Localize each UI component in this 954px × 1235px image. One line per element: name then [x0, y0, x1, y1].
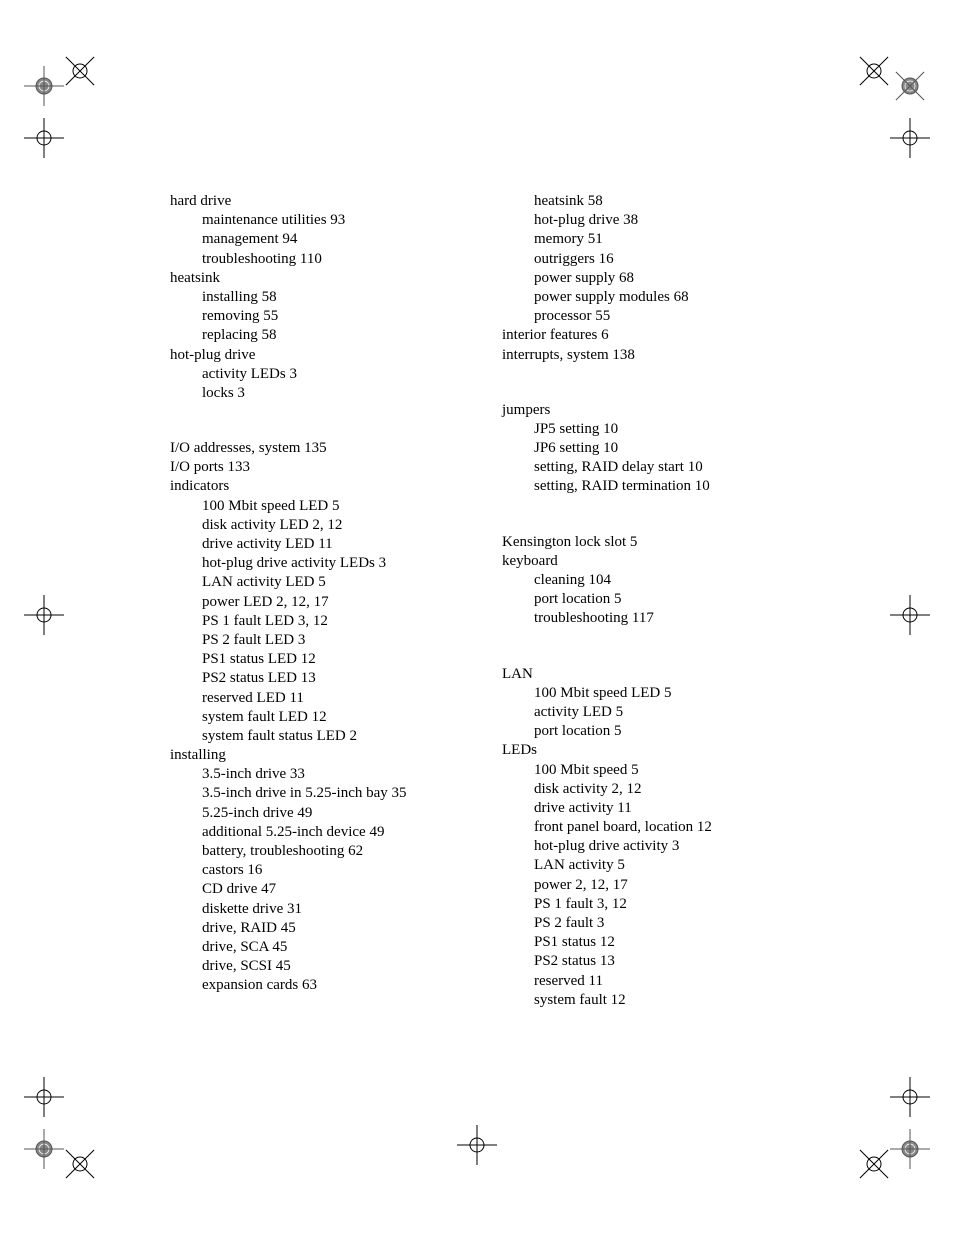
index-entry: troubleshooting 110: [170, 250, 492, 269]
index-entry: PS 1 fault LED 3, 12: [170, 612, 492, 631]
crop-mark: [24, 1077, 64, 1117]
index-page: hard drivemaintenance utilities 93manage…: [170, 192, 824, 1010]
index-entry: JP6 setting 10: [502, 439, 824, 458]
index-entry: expansion cards 63: [170, 976, 492, 995]
index-entry: power supply modules 68: [502, 288, 824, 307]
index-entry: installing 58: [170, 288, 492, 307]
index-entry: installing: [170, 746, 492, 765]
index-entry: 100 Mbit speed LED 5: [502, 684, 824, 703]
index-entry: hot-plug drive 38: [502, 211, 824, 230]
index-entry: castors 16: [170, 861, 492, 880]
index-entry: heatsink: [170, 269, 492, 288]
index-entry: port location 5: [502, 590, 824, 609]
index-entry: LEDs: [502, 741, 824, 760]
index-entry: PS 1 fault 3, 12: [502, 895, 824, 914]
index-entry: PS1 status LED 12: [170, 650, 492, 669]
index-entry: 3.5-inch drive in 5.25-inch bay 35: [170, 784, 492, 803]
index-entry: CD drive 47: [170, 880, 492, 899]
index-entry: management 94: [170, 230, 492, 249]
crop-mark: [24, 118, 64, 158]
index-entry: locks 3: [170, 384, 492, 403]
index-section-gap: [502, 365, 824, 401]
index-entry: PS2 status LED 13: [170, 669, 492, 688]
index-entry: battery, troubleshooting 62: [170, 842, 492, 861]
index-entry: hard drive: [170, 192, 492, 211]
index-entry: 100 Mbit speed 5: [502, 761, 824, 780]
index-entry: drive, RAID 45: [170, 919, 492, 938]
index-entry: activity LED 5: [502, 703, 824, 722]
index-entry: power LED 2, 12, 17: [170, 593, 492, 612]
index-entry: 3.5-inch drive 33: [170, 765, 492, 784]
index-entry: cleaning 104: [502, 571, 824, 590]
index-entry: jumpers: [502, 401, 824, 420]
index-entry: 100 Mbit speed LED 5: [170, 497, 492, 516]
crop-mark: [890, 118, 930, 158]
index-entry: system fault 12: [502, 991, 824, 1010]
index-entry: hot-plug drive activity LEDs 3: [170, 554, 492, 573]
index-entry: additional 5.25-inch device 49: [170, 823, 492, 842]
index-entry: disk activity LED 2, 12: [170, 516, 492, 535]
index-entry: drive activity LED 11: [170, 535, 492, 554]
index-entry: reserved 11: [502, 972, 824, 991]
index-entry: JP5 setting 10: [502, 420, 824, 439]
index-entry: drive, SCA 45: [170, 938, 492, 957]
index-entry: PS 2 fault 3: [502, 914, 824, 933]
index-entry: hot-plug drive activity 3: [502, 837, 824, 856]
index-entry: reserved LED 11: [170, 689, 492, 708]
index-entry: replacing 58: [170, 326, 492, 345]
crop-mark: [457, 1125, 497, 1165]
index-entry: port location 5: [502, 722, 824, 741]
index-entry: memory 51: [502, 230, 824, 249]
index-section-gap: [502, 629, 824, 665]
index-entry: interrupts, system 138: [502, 346, 824, 365]
index-entry: maintenance utilities 93: [170, 211, 492, 230]
index-entry: disk activity 2, 12: [502, 780, 824, 799]
index-entry: troubleshooting 117: [502, 609, 824, 628]
index-entry: hot-plug drive: [170, 346, 492, 365]
index-entry: removing 55: [170, 307, 492, 326]
index-entry: drive activity 11: [502, 799, 824, 818]
index-entry: setting, RAID termination 10: [502, 477, 824, 496]
index-entry: system fault status LED 2: [170, 727, 492, 746]
index-entry: interior features 6: [502, 326, 824, 345]
index-entry: front panel board, location 12: [502, 818, 824, 837]
index-entry: outriggers 16: [502, 250, 824, 269]
index-entry: heatsink 58: [502, 192, 824, 211]
index-entry: LAN activity LED 5: [170, 573, 492, 592]
index-entry: I/O ports 133: [170, 458, 492, 477]
index-entry: 5.25-inch drive 49: [170, 804, 492, 823]
index-entry: keyboard: [502, 552, 824, 571]
index-entry: PS2 status 13: [502, 952, 824, 971]
index-column-right: heatsink 58hot-plug drive 38memory 51out…: [502, 192, 824, 1010]
index-entry: Kensington lock slot 5: [502, 533, 824, 552]
index-entry: processor 55: [502, 307, 824, 326]
index-entry: LAN activity 5: [502, 856, 824, 875]
index-section-gap: [170, 403, 492, 439]
index-entry: diskette drive 31: [170, 900, 492, 919]
index-entry: PS 2 fault LED 3: [170, 631, 492, 650]
index-entry: LAN: [502, 665, 824, 684]
index-entry: system fault LED 12: [170, 708, 492, 727]
index-entry: I/O addresses, system 135: [170, 439, 492, 458]
index-section-gap: [502, 497, 824, 533]
index-entry: power 2, 12, 17: [502, 876, 824, 895]
index-entry: PS1 status 12: [502, 933, 824, 952]
index-entry: setting, RAID delay start 10: [502, 458, 824, 477]
index-column-left: hard drivemaintenance utilities 93manage…: [170, 192, 492, 1010]
index-entry: drive, SCSI 45: [170, 957, 492, 976]
crop-mark: [24, 595, 64, 635]
index-entry: indicators: [170, 477, 492, 496]
crop-mark: [890, 595, 930, 635]
index-entry: power supply 68: [502, 269, 824, 288]
crop-mark: [890, 1077, 930, 1117]
index-entry: activity LEDs 3: [170, 365, 492, 384]
